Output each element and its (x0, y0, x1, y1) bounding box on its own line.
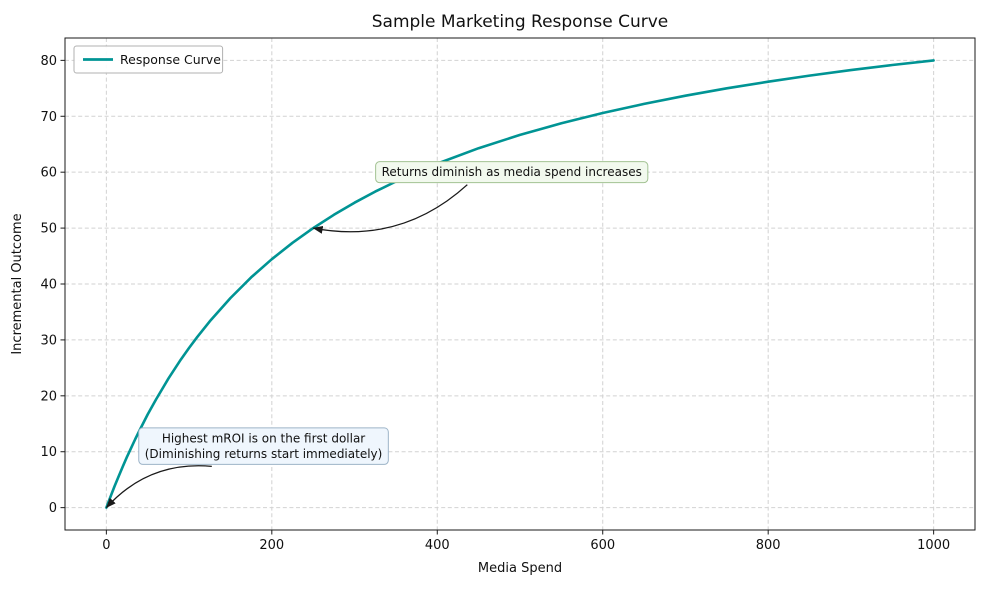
y-axis-label: Incremental Outcome (10, 213, 25, 354)
y-tick-label: 0 (49, 501, 57, 516)
annotation-text: Highest mROI is on the first dollar (Dimi… (145, 431, 383, 461)
annotation-0: Returns diminish as media spend increase… (312, 161, 649, 234)
x-tick-label: 200 (259, 538, 284, 553)
annotation-box (138, 427, 389, 465)
annotation-text: Returns diminish as media spend increase… (382, 165, 642, 179)
x-tick-label: 1000 (917, 538, 950, 553)
legend: Response Curve (73, 45, 224, 74)
legend-label: Response Curve (120, 52, 221, 67)
y-tick-label: 30 (40, 333, 57, 348)
response-curve-line (105, 59, 935, 509)
annotations: Returns diminish as media spend increase… (105, 161, 649, 509)
y-tick-label: 60 (40, 166, 57, 181)
chart-title: Sample Marketing Response Curve (372, 12, 668, 32)
annotation-box (375, 161, 649, 184)
x-tick-label: 400 (425, 538, 450, 553)
x-axis-label: Media Spend (478, 561, 562, 576)
y-tick-label: 10 (40, 445, 57, 460)
y-tick-label: 40 (40, 278, 57, 293)
x-tick-label: 0 (102, 538, 110, 553)
legend-frame (73, 45, 224, 74)
axes: 0 200 400 600 800 1000 0 10 20 30 40 50 60 70 80 (40, 37, 976, 553)
annotation-arrow (105, 465, 212, 509)
series-response-curve (105, 59, 935, 509)
y-tick-label: 20 (40, 389, 57, 404)
annotation-1: Highest mROI is on the first dollar (Dimi… (105, 427, 389, 509)
y-tick-label: 50 (40, 222, 57, 237)
y-tick-label: 80 (40, 54, 57, 69)
annotation-arrow (312, 184, 468, 234)
y-tick-label: 70 (40, 110, 57, 125)
x-tick-label: 600 (590, 538, 615, 553)
x-tick-label: 800 (756, 538, 781, 553)
gridlines (65, 38, 975, 530)
